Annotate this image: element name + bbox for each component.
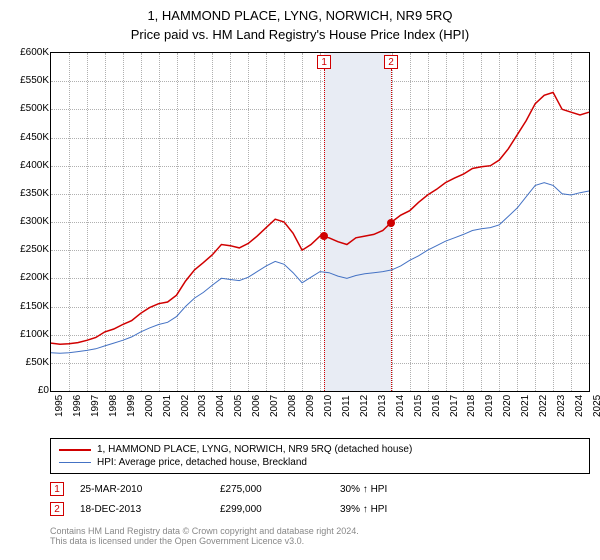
x-tick-label: 2014 (395, 387, 406, 417)
y-tick-label: £100K (3, 329, 49, 340)
sale-row-date: 18-DEC-2013 (80, 504, 220, 515)
y-tick-label: £450K (3, 132, 49, 143)
copyright-notice: Contains HM Land Registry data © Crown c… (50, 526, 590, 546)
y-tick-label: £550K (3, 75, 49, 86)
x-tick-label: 2023 (556, 387, 567, 417)
x-tick-label: 1995 (54, 387, 65, 417)
x-tick-label: 2008 (287, 387, 298, 417)
y-tick-label: £600K (3, 47, 49, 58)
legend-row-hpi: HPI: Average price, detached house, Brec… (59, 456, 581, 469)
x-tick-label: 2016 (431, 387, 442, 417)
x-tick-label: 2004 (215, 387, 226, 417)
legend-swatch-hpi (59, 462, 91, 464)
x-tick-label: 2007 (269, 387, 280, 417)
x-tick-label: 2000 (144, 387, 155, 417)
x-tick-label: 2002 (180, 387, 191, 417)
sale-row-price: £275,000 (220, 484, 340, 495)
series-line-property (51, 92, 589, 344)
x-tick-label: 2009 (305, 387, 316, 417)
sale-row-hpi_diff: 39% ↑ HPI (340, 504, 460, 515)
x-tick-label: 1999 (126, 387, 137, 417)
sale-row-marker: 1 (50, 482, 64, 496)
y-tick-label: £300K (3, 216, 49, 227)
x-tick-label: 2022 (538, 387, 549, 417)
x-tick-label: 1997 (90, 387, 101, 417)
x-tick-label: 2015 (413, 387, 424, 417)
y-tick-label: £400K (3, 160, 49, 171)
y-tick-label: £500K (3, 103, 49, 114)
copyright-line1: Contains HM Land Registry data © Crown c… (50, 526, 590, 536)
x-tick-label: 2017 (449, 387, 460, 417)
sale-row-price: £299,000 (220, 504, 340, 515)
chart-svg (51, 53, 589, 391)
legend-label-hpi: HPI: Average price, detached house, Brec… (97, 457, 307, 468)
x-tick-label: 2005 (233, 387, 244, 417)
y-tick-label: £250K (3, 244, 49, 255)
x-tick-label: 2024 (574, 387, 585, 417)
x-tick-label: 2021 (520, 387, 531, 417)
x-tick-label: 2020 (502, 387, 513, 417)
legend-box: 1, HAMMOND PLACE, LYNG, NORWICH, NR9 5RQ… (50, 438, 590, 474)
title-address: 1, HAMMOND PLACE, LYNG, NORWICH, NR9 5RQ (0, 8, 600, 23)
legend-label-property: 1, HAMMOND PLACE, LYNG, NORWICH, NR9 5RQ… (97, 444, 412, 455)
x-tick-label: 2003 (197, 387, 208, 417)
legend-row-property: 1, HAMMOND PLACE, LYNG, NORWICH, NR9 5RQ… (59, 443, 581, 456)
sale-row-hpi_diff: 30% ↑ HPI (340, 484, 460, 495)
x-tick-label: 1998 (108, 387, 119, 417)
title-subtitle: Price paid vs. HM Land Registry's House … (0, 27, 600, 42)
sales-table: 1 25-MAR-2010£275,00030% ↑ HPI 2 18-DEC-201… (50, 482, 590, 516)
x-tick-label: 1996 (72, 387, 83, 417)
y-tick-label: £200K (3, 272, 49, 283)
y-tick-label: £350K (3, 188, 49, 199)
y-tick-label: £0 (3, 385, 49, 396)
legend-swatch-property (59, 449, 91, 451)
y-tick-label: £50K (3, 357, 49, 368)
x-axis: 1995199619971998199920002001200220032004… (51, 393, 589, 433)
sale-row-marker: 2 (50, 502, 64, 516)
x-tick-label: 2010 (323, 387, 334, 417)
x-tick-label: 2019 (484, 387, 495, 417)
y-tick-label: £150K (3, 301, 49, 312)
x-tick-label: 2011 (341, 387, 352, 417)
chart-footer: 1, HAMMOND PLACE, LYNG, NORWICH, NR9 5RQ… (50, 438, 590, 546)
x-tick-label: 2012 (359, 387, 370, 417)
sale-row-date: 25-MAR-2010 (80, 484, 220, 495)
chart-plot-area: £0£50K£100K£150K£200K£250K£300K£350K£400… (50, 52, 590, 392)
x-tick-label: 2001 (162, 387, 173, 417)
copyright-line2: This data is licensed under the Open Gov… (50, 536, 590, 546)
y-axis: £0£50K£100K£150K£200K£250K£300K£350K£400… (3, 47, 49, 385)
x-tick-label: 2025 (592, 387, 600, 417)
series-line-hpi (51, 183, 589, 354)
x-tick-label: 2006 (251, 387, 262, 417)
x-tick-label: 2018 (466, 387, 477, 417)
x-tick-label: 2013 (377, 387, 388, 417)
chart-header: 1, HAMMOND PLACE, LYNG, NORWICH, NR9 5RQ… (0, 0, 600, 44)
